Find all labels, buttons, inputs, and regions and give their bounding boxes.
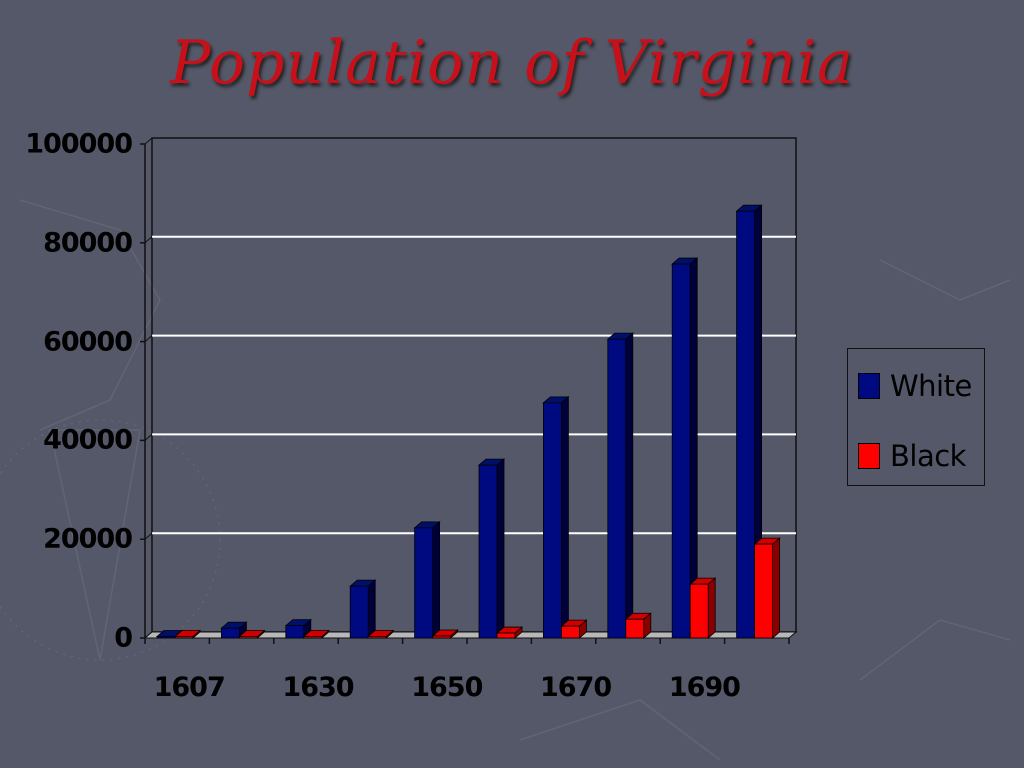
x-tick-label: 1690	[668, 672, 741, 703]
y-tick-label: 20000	[43, 523, 133, 555]
bar-white-1700	[735, 204, 763, 639]
y-tick-label: 40000	[43, 424, 133, 456]
legend-swatch-white	[858, 373, 880, 399]
x-tick-label: 1650	[411, 672, 483, 703]
legend-item-black: Black	[858, 439, 966, 473]
x-tick-label: 1630	[282, 672, 354, 703]
x-tick-label: 1670	[540, 672, 612, 703]
y-tick-label: 100000	[25, 128, 133, 160]
legend-swatch-black	[858, 443, 880, 469]
y-tick-label: 80000	[43, 227, 133, 259]
bar-black-1700	[753, 537, 781, 639]
legend-label-white: White	[890, 369, 972, 403]
bar-black-1650	[431, 629, 459, 639]
bar-black-1630	[302, 629, 330, 639]
bar-black-1680	[624, 612, 652, 639]
bar-black-1640	[367, 629, 395, 639]
y-tick-label: 60000	[43, 326, 133, 358]
bar-white-1620	[220, 621, 248, 639]
bar-white-1670	[542, 395, 570, 639]
bar-white-1660	[477, 458, 506, 639]
y-tick-label: 0	[114, 622, 133, 654]
bar-white-1650	[413, 520, 441, 639]
x-tick-label: 1607	[153, 672, 226, 703]
chart-legend: White Black	[847, 348, 985, 486]
bar-white-1680	[606, 332, 634, 639]
slide-title: Population of Virginia	[170, 28, 854, 98]
bar-white-1640	[349, 579, 377, 639]
bar-black-1660	[495, 626, 524, 639]
bar-black-1620	[238, 629, 266, 639]
bar-white-1690	[671, 257, 699, 639]
bar-black-1670	[560, 619, 588, 639]
legend-label-black: Black	[890, 439, 966, 473]
bar-black-1690	[689, 577, 717, 639]
legend-item-white: White	[858, 369, 972, 403]
bar-black-1607	[173, 629, 202, 639]
